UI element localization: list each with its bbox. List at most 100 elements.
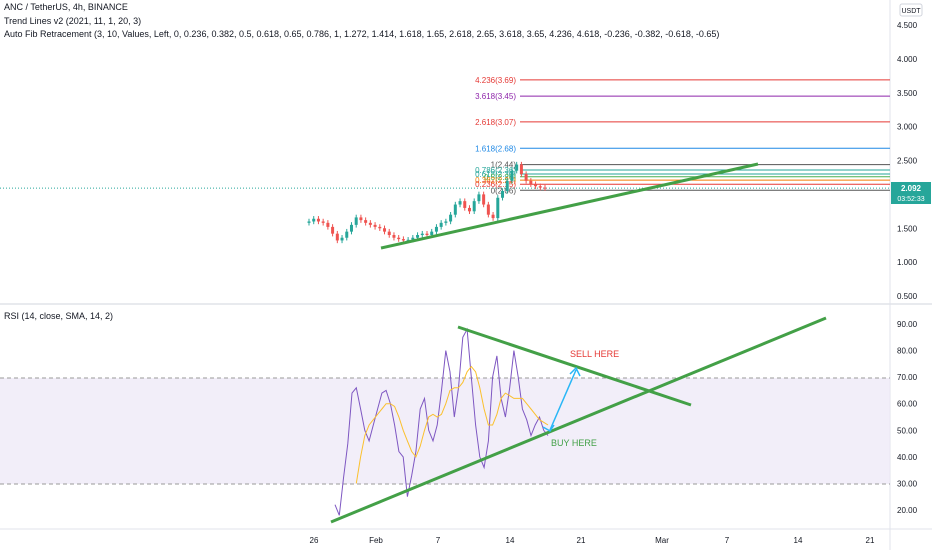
price-tick-label: 3.000: [897, 123, 918, 132]
arrow-line[interactable]: [549, 369, 577, 431]
time-tick-label: Feb: [369, 536, 383, 545]
fib-levels: 4.236(3.69) 3.618(3.45) 2.618(3.07) 1.618(2…: [475, 76, 890, 195]
candle-body: [335, 233, 339, 241]
currency-badge[interactable]: [899, 3, 923, 17]
currency-label: USDT: [901, 8, 921, 15]
rsi-indicator-label[interactable]: RSI (14, close, SMA, 14, 2): [4, 311, 114, 321]
price-tick-label: 1.000: [897, 258, 918, 267]
candle-body: [444, 221, 448, 223]
price-badge: [891, 182, 931, 204]
time-tick-label: 21: [866, 536, 875, 545]
candle-body: [397, 237, 401, 240]
rsi-tick-label: 70.00: [897, 373, 918, 382]
candle-body: [316, 218, 320, 222]
time-tick-label: 21: [577, 536, 586, 545]
rsi-support-trendline[interactable]: [330, 316, 827, 524]
candle-body: [505, 180, 509, 191]
candle-body: [416, 235, 420, 238]
candle-body: [515, 164, 519, 171]
candle-body: [467, 207, 471, 212]
rsi-tick-label: 20.00: [897, 506, 918, 515]
rsi-tick-label: 40.00: [897, 453, 918, 462]
candle-body: [501, 190, 505, 198]
candle-body: [543, 187, 547, 189]
time-tick-label: 26: [310, 536, 319, 545]
price-tick-label: 1.500: [897, 224, 918, 233]
fib-label: 0.618(2.30): [475, 170, 516, 179]
candle-body: [420, 233, 424, 236]
candle-body: [359, 217, 363, 221]
candle-body: [368, 222, 372, 225]
rsi-resistance-trendline[interactable]: [457, 325, 692, 407]
symbol-title: ANC / TetherUS, 4h, BINANCE: [4, 2, 128, 12]
time-tick-label: 7: [725, 536, 730, 545]
candles: [307, 161, 547, 244]
candle-body: [491, 214, 495, 219]
trendlines-indicator-label[interactable]: Trend Lines v2 (2021, 11, 1, 20, 3): [4, 16, 142, 26]
fib-label: 0.5(2.26): [484, 173, 516, 182]
price-tick-label: 2.500: [897, 157, 918, 166]
auto-fib-indicator-label[interactable]: Auto Fib Retracement (3, 10, Values, Lef…: [4, 29, 720, 39]
buy-here-annotation[interactable]: BUY HERE: [551, 438, 597, 448]
candle-body: [331, 226, 335, 234]
fib-label: 1.618(2.68): [475, 144, 516, 153]
candle-body: [425, 233, 429, 236]
fib-label: 0.382(2.21): [475, 176, 516, 185]
candle-body: [482, 194, 486, 205]
rsi-tick-label: 90.00: [897, 320, 918, 329]
candle-body: [387, 231, 391, 236]
candle-body: [439, 222, 443, 227]
candle-body: [401, 239, 405, 241]
candle-body: [340, 237, 344, 241]
price-tick-label: 4.500: [897, 21, 918, 30]
candle-body: [326, 222, 330, 227]
time-tick-label: 14: [794, 536, 803, 545]
candle-body: [364, 220, 368, 223]
candle-body: [378, 226, 382, 229]
fib-label: 0.236(2.15): [475, 180, 516, 189]
time-tick-label: 7: [436, 536, 441, 545]
rsi-tick-label: 60.00: [897, 400, 918, 409]
fib-label: 4.236(3.69): [475, 76, 516, 85]
candle-body: [312, 218, 316, 222]
candle-body: [307, 221, 311, 223]
candle-body: [411, 237, 415, 240]
candle-body: [383, 228, 387, 232]
candle-body: [373, 224, 377, 227]
candle-body: [458, 201, 462, 205]
candle-body: [434, 226, 438, 232]
price-axis: 0.5001.0001.5002.0002.5003.0003.5004.000…: [897, 21, 918, 301]
candle-body: [477, 194, 481, 202]
rsi-tick-label: 30.00: [897, 479, 918, 488]
candle-body: [519, 164, 523, 175]
rsi-axis: 20.00 30.00 40.00 50.00 60.00 70.00 80.00 90.00: [897, 320, 918, 515]
candle-body: [538, 186, 542, 188]
fib-label: 2.618(3.07): [475, 118, 516, 127]
candle-body: [453, 204, 457, 215]
price-tick-label: 0.500: [897, 292, 918, 301]
price-tick-label: 3.500: [897, 89, 918, 98]
arrow-tail-icon: [542, 424, 555, 432]
candle-body: [534, 184, 538, 187]
fib-label: 0(2.06): [491, 186, 517, 195]
candle-body: [354, 217, 358, 225]
price-badge-value: 2.092: [901, 184, 922, 193]
fib-label: 0.786(2.36): [475, 166, 516, 175]
candle-body: [392, 235, 396, 238]
time-tick-label: Mar: [655, 536, 669, 545]
candle-body: [529, 180, 533, 185]
arrow-head-icon: [569, 366, 581, 377]
time-tick-label: 14: [506, 536, 515, 545]
rsi-tick-label: 50.00: [897, 426, 918, 435]
candle-body: [463, 201, 467, 208]
candle-body: [430, 231, 434, 236]
sell-here-annotation[interactable]: SELL HERE: [570, 349, 619, 359]
price-tick-label: 4.000: [897, 55, 918, 64]
candle-body: [449, 214, 453, 222]
rsi-ma-line: [355, 365, 549, 484]
fib-label: 1(2.44): [491, 161, 517, 170]
time-axis: 26 Feb 7 14 21 Mar 7 14 21: [310, 536, 875, 545]
candle-body: [349, 224, 353, 232]
price-support-trendline[interactable]: [380, 162, 759, 250]
